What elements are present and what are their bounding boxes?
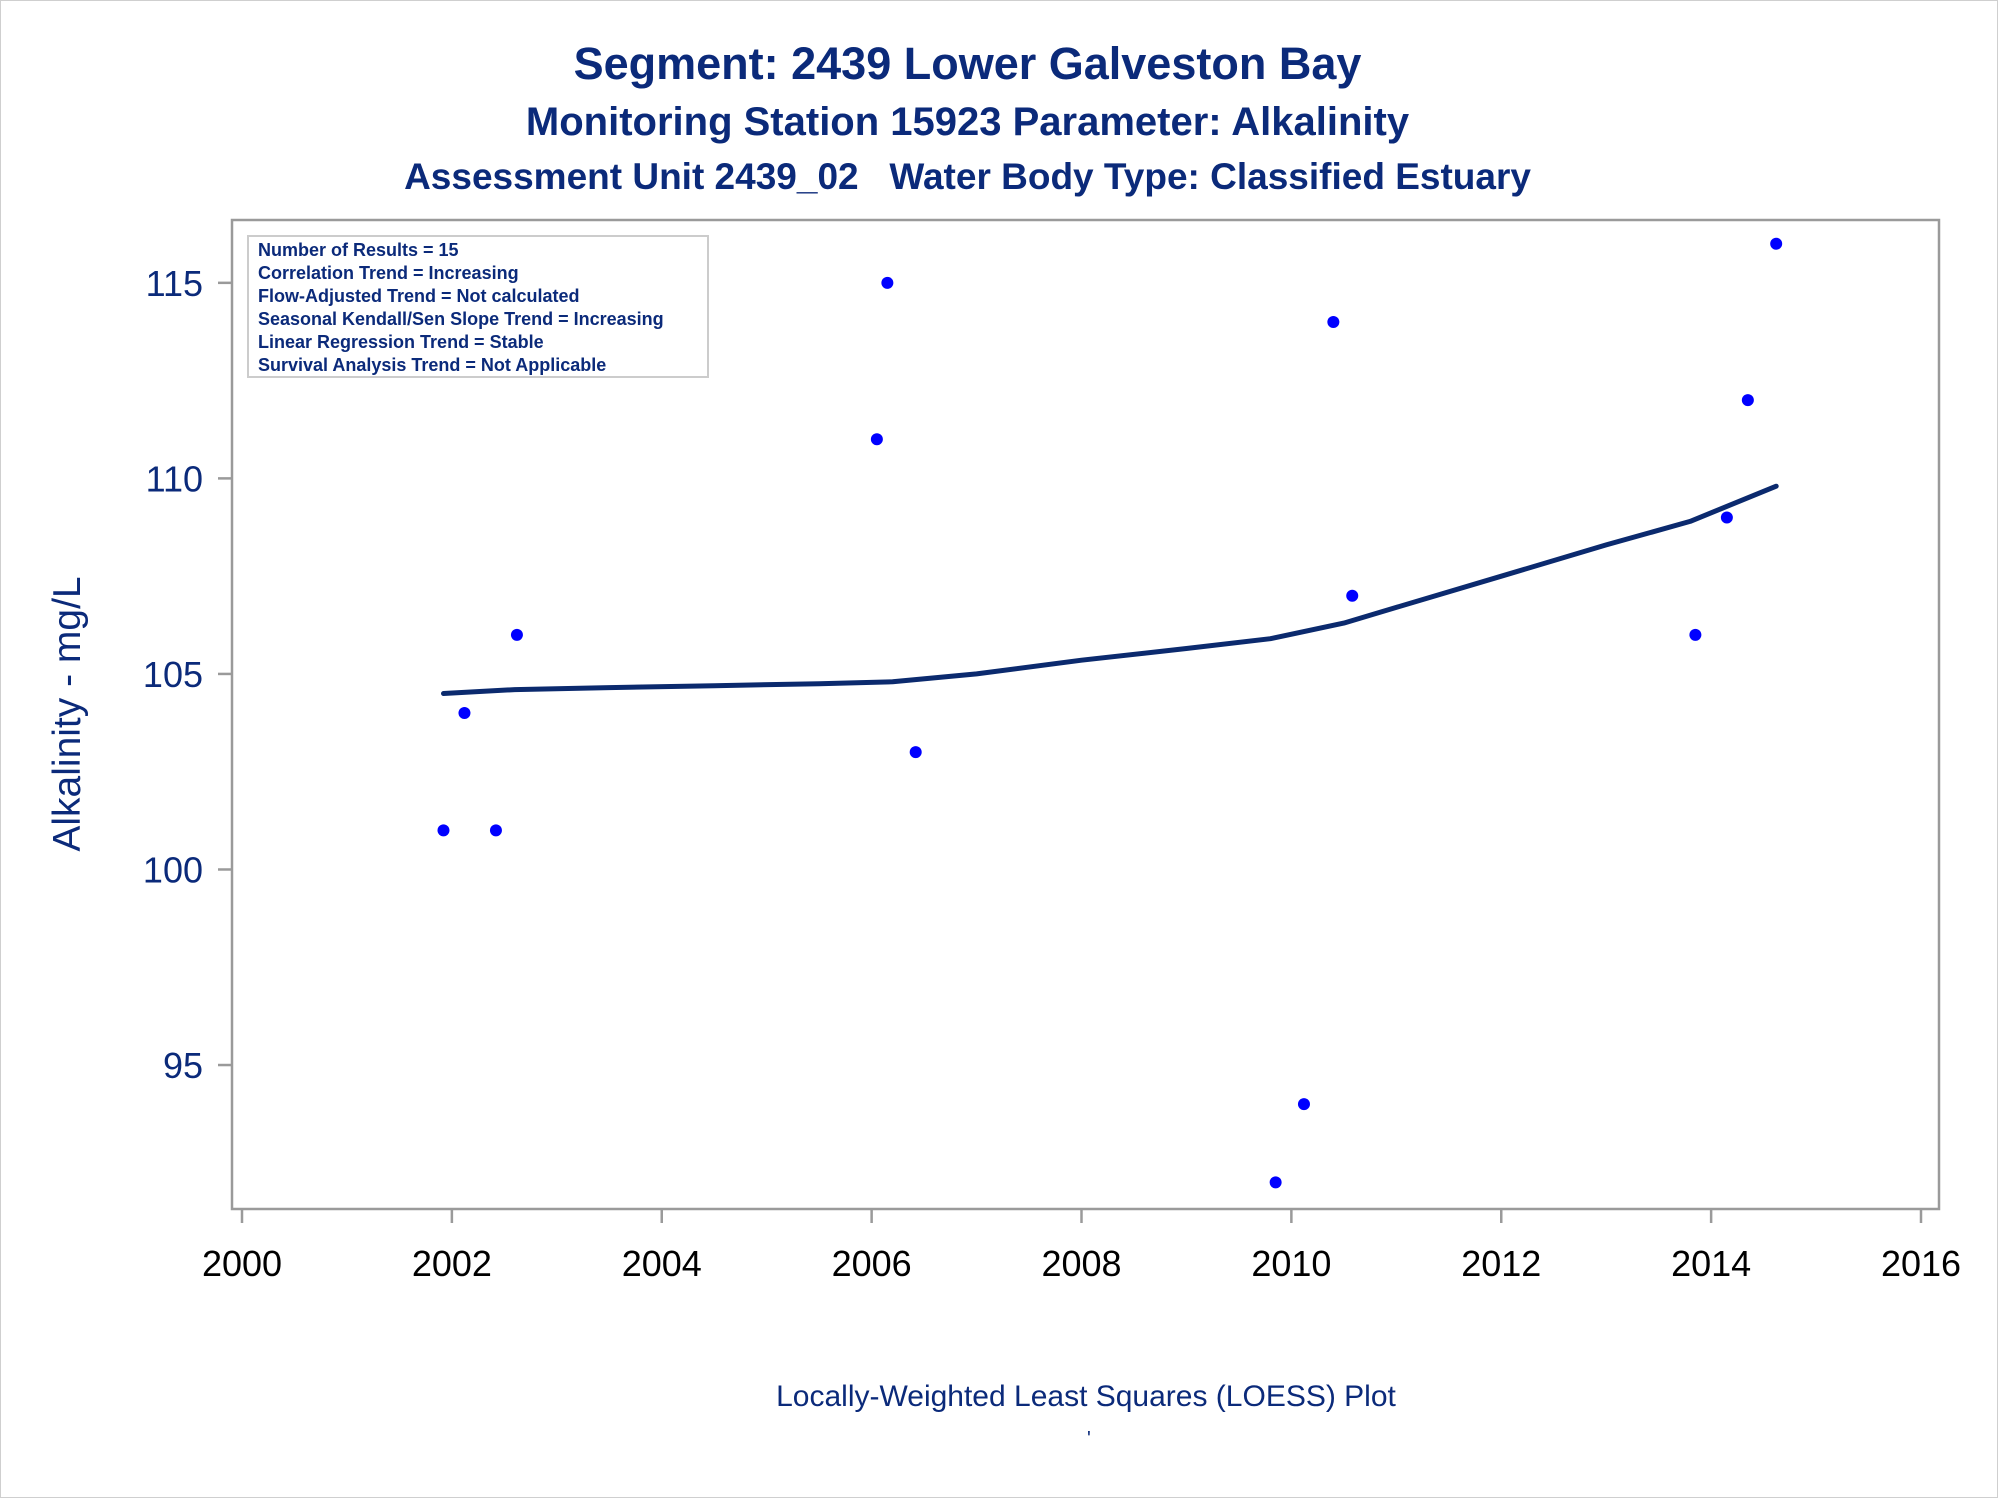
data-point (1741, 394, 1754, 407)
data-point (1269, 1176, 1282, 1189)
footnote-mark: ' (1087, 1428, 1091, 1450)
data-point (437, 824, 450, 837)
loess-curve (441, 483, 1779, 696)
data-point (1297, 1098, 1310, 1111)
data-point (1689, 628, 1702, 641)
data-point (1770, 237, 1783, 250)
y-tick-label: 105 (143, 654, 203, 695)
stats-legend-line: Correlation Trend = Increasing (258, 263, 519, 283)
stats-legend-border (247, 235, 709, 378)
stats-legend-line: Linear Regression Trend = Stable (258, 332, 544, 352)
data-point (870, 433, 883, 446)
stats-legend-line: Seasonal Kendall/Sen Slope Trend = Incre… (258, 309, 664, 329)
x-tick-label: 2014 (1671, 1243, 1751, 1284)
y-tick-label: 115 (146, 263, 203, 304)
x-tick-label: 2002 (412, 1243, 492, 1284)
stats-legend: Number of Results = 15 Correlation Trend … (247, 235, 709, 378)
chart-title: Segment: 2439 Lower Galveston Bay (573, 38, 1362, 89)
x-tick-label: 2000 (202, 1243, 282, 1284)
data-point (458, 707, 471, 720)
data-point (1327, 315, 1340, 328)
data-point (1346, 589, 1359, 602)
footnote: Locally-Weighted Least Squares (LOESS) P… (776, 1380, 1396, 1413)
data-point (909, 746, 922, 759)
y-tick-label: 95 (163, 1045, 203, 1086)
y-axis-label: Alkalinity - mg/L (46, 576, 89, 851)
data-point (881, 276, 894, 289)
data-point (510, 628, 523, 641)
y-tick-label: 110 (146, 458, 203, 499)
data-point (489, 824, 502, 837)
data-point (1720, 511, 1733, 524)
chart-subtitle-assessment: Assessment Unit 2439_02 Water Body Type:… (404, 156, 1531, 197)
stats-legend-line: Survival Analysis Trend = Not Applicable (258, 355, 606, 375)
x-tick-label: 2010 (1251, 1243, 1331, 1284)
plot-area (230, 218, 1941, 1211)
stats-legend-line: Number of Results = 15 (258, 240, 459, 260)
x-tick-label: 2004 (622, 1243, 702, 1284)
x-tick-label: 2012 (1461, 1243, 1541, 1284)
x-tick-label: 2006 (832, 1243, 912, 1284)
x-tick-label: 2016 (1881, 1243, 1961, 1284)
chart-subtitle-station: Monitoring Station 15923 Parameter: Alka… (525, 100, 1410, 144)
stats-legend-line: Flow-Adjusted Trend = Not calculated (258, 286, 580, 306)
x-tick-label: 2008 (1041, 1243, 1121, 1284)
y-tick-label: 100 (143, 849, 203, 890)
